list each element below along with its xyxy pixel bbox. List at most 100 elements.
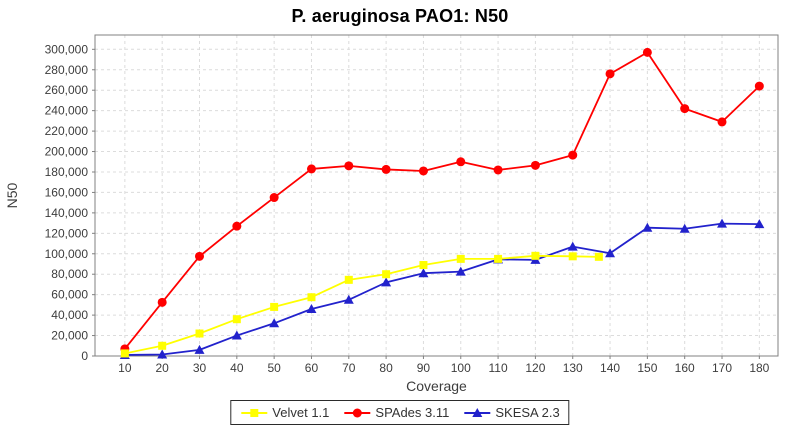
- data-point-square: [531, 251, 540, 260]
- data-point-circle: [493, 165, 503, 175]
- data-point-triangle: [194, 344, 205, 354]
- y-tick-label: 300,000: [45, 42, 89, 56]
- series-line-velvet-1-1: [123, 254, 600, 355]
- data-point-circle: [680, 104, 690, 114]
- x-tick-label: 160: [675, 361, 695, 375]
- legend-label-spades-3-11: SPAdes 3.11: [375, 405, 450, 420]
- y-tick-label: 80,000: [51, 267, 88, 281]
- data-point-triangle: [343, 294, 354, 304]
- chart-title: P. aeruginosa PAO1: N50: [291, 6, 509, 26]
- legend-item-velvet-1-1: Velvet 1.1: [240, 405, 329, 420]
- data-point-square: [120, 349, 129, 358]
- x-tick-label: 20: [156, 361, 170, 375]
- x-tick-label: 40: [230, 361, 244, 375]
- y-tick-label: 240,000: [45, 104, 89, 118]
- plot-area: [95, 35, 778, 356]
- x-tick-label: 70: [342, 361, 356, 375]
- series-spades-3-11: [120, 47, 764, 354]
- x-tick-label: 50: [267, 361, 281, 375]
- x-tick-label: 60: [305, 361, 319, 375]
- y-tick-label: 0: [81, 349, 88, 363]
- data-point-circle: [642, 47, 652, 57]
- y-tick-label: 260,000: [45, 83, 89, 97]
- x-tick-label: 170: [712, 361, 732, 375]
- x-tick-label: 120: [525, 361, 545, 375]
- legend-label-skesa-2-3: SKESA 2.3: [495, 405, 560, 420]
- data-point-circle: [232, 221, 242, 231]
- data-point-circle: [344, 161, 354, 171]
- x-tick-label: 90: [417, 361, 431, 375]
- data-point-circle: [306, 164, 316, 174]
- axes: 0 20,000 40,000 60,000 80,000 100,000 120,000 1…: [45, 34, 779, 375]
- data-point-square: [594, 252, 603, 261]
- data-point-triangle: [455, 266, 466, 276]
- series-line-spades-3-11: [123, 51, 761, 350]
- data-point-circle: [157, 297, 167, 307]
- y-tick-label: 280,000: [45, 63, 89, 77]
- data-point-square: [195, 329, 204, 338]
- y-tick-label: 140,000: [45, 206, 89, 220]
- x-tick-label: 180: [749, 361, 769, 375]
- series-line-skesa-2-3: [123, 222, 761, 356]
- y-tick-label: 220,000: [45, 124, 89, 138]
- y-tick-label: 160,000: [45, 185, 89, 199]
- data-point-circle: [195, 251, 205, 261]
- x-tick-label: 150: [637, 361, 657, 375]
- y-tick-label: 20,000: [51, 329, 88, 343]
- y-tick-label: 40,000: [51, 308, 88, 322]
- data-point-circle: [352, 408, 362, 417]
- legend-item-skesa-2-3: SKESA 2.3: [463, 405, 560, 420]
- data-point-square: [382, 270, 391, 279]
- legend-label-velvet-1-1: Velvet 1.1: [272, 405, 330, 420]
- data-point-square: [419, 261, 428, 270]
- data-point-circle: [456, 157, 466, 167]
- x-tick-label: 10: [118, 361, 132, 375]
- legend-marker-circle-icon: [344, 408, 371, 417]
- data-point-circle: [605, 69, 615, 79]
- data-point-triangle: [418, 268, 429, 278]
- x-tick-label: 30: [193, 361, 207, 375]
- x-tick-label: 80: [379, 361, 393, 375]
- data-point-triangle: [381, 277, 392, 287]
- y-tick-label: 100,000: [45, 247, 89, 261]
- data-point-triangle: [157, 349, 168, 359]
- legend-marker-triangle-icon: [464, 407, 491, 417]
- x-tick-label: 110: [489, 361, 508, 375]
- data-point-circle: [381, 164, 391, 174]
- data-point-square: [494, 254, 503, 263]
- data-point-square: [344, 275, 353, 284]
- data-point-triangle: [472, 407, 483, 417]
- gridlines: [95, 35, 778, 356]
- data-point-triangle: [306, 303, 317, 313]
- data-point-triangle: [269, 318, 280, 328]
- data-point-square: [158, 341, 167, 350]
- x-axis-label: Coverage: [406, 378, 467, 394]
- x-tick-label: 130: [563, 361, 583, 375]
- data-point-square: [456, 254, 465, 263]
- y-tick-label: 200,000: [45, 145, 89, 159]
- y-axis-label: N50: [4, 182, 20, 208]
- data-point-triangle: [567, 241, 578, 251]
- data-point-square: [232, 315, 241, 324]
- data-point-triangle: [679, 223, 690, 233]
- data-series: [119, 47, 765, 359]
- data-point-circle: [530, 160, 540, 170]
- data-point-square: [270, 302, 279, 311]
- data-point-triangle: [754, 219, 765, 229]
- data-point-triangle: [605, 248, 616, 258]
- legend-marker-square-icon: [241, 408, 268, 417]
- legend-item-spades-3-11: SPAdes 3.11: [343, 405, 449, 420]
- x-tick-label: 140: [600, 361, 620, 375]
- data-point-square: [250, 408, 259, 417]
- data-point-triangle: [717, 218, 728, 228]
- data-point-circle: [717, 117, 727, 127]
- data-point-triangle: [231, 330, 242, 340]
- plot-border: [94, 34, 779, 357]
- data-point-circle: [418, 166, 428, 176]
- series-velvet-1-1: [120, 251, 603, 358]
- y-tick-label: 120,000: [45, 226, 89, 240]
- x-tick-label: 100: [451, 361, 471, 375]
- data-point-circle: [568, 150, 578, 160]
